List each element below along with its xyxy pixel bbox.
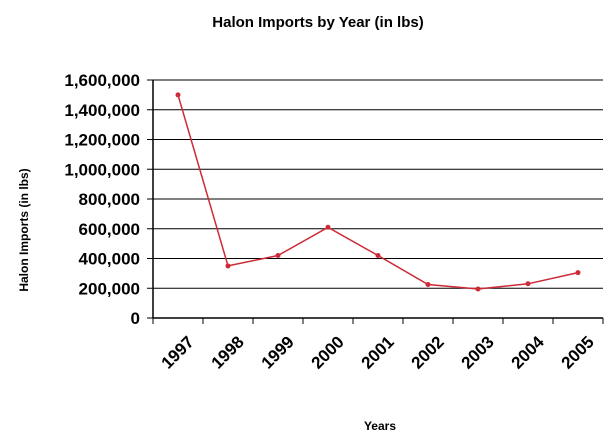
- y-tick-label: 800,000: [79, 190, 140, 209]
- data-point: [525, 281, 531, 287]
- y-tick-label: 600,000: [79, 220, 140, 239]
- series-line-path: [177, 94, 579, 290]
- series-line: [175, 92, 581, 292]
- x-tick-label: 1998: [208, 332, 248, 372]
- data-point: [475, 286, 481, 292]
- data-point: [375, 253, 381, 259]
- y-tick-label: 400,000: [79, 250, 140, 269]
- x-tick-label: 2004: [508, 332, 549, 373]
- data-point: [325, 224, 331, 230]
- chart-title: Halon Imports by Year (in lbs): [212, 14, 423, 31]
- axes: [152, 80, 604, 324]
- y-tick-label: 200,000: [79, 279, 140, 298]
- x-tick-label: 2001: [358, 332, 398, 372]
- y-tick-label: 1,000,000: [64, 160, 140, 179]
- x-tick-label: 1999: [258, 332, 298, 372]
- y-tick-label: 0: [131, 309, 140, 328]
- data-point: [575, 270, 581, 276]
- x-tick-label: 1997: [158, 332, 198, 372]
- y-tick-labels: 0 200,000 400,000 600,000 800,000 1,000,000 1,…: [64, 71, 140, 328]
- x-tick-label: 2002: [408, 332, 448, 372]
- x-tick-label: 2003: [458, 332, 498, 372]
- grid-lines: [147, 79, 603, 319]
- data-point: [425, 282, 431, 288]
- x-tick-label: 2000: [308, 332, 348, 372]
- data-point: [175, 92, 181, 98]
- y-tick-label: 1,400,000: [64, 101, 140, 120]
- y-axis-title: Halon Imports (in lbs): [17, 168, 31, 291]
- data-point: [275, 253, 281, 259]
- y-tick-label: 1,600,000: [64, 71, 140, 90]
- x-tick-labels: 1997 1998 1999 2000 2001 2002 2003 2004 2005: [158, 332, 598, 373]
- y-tick-label: 1,200,000: [64, 131, 140, 150]
- x-tick-label: 2005: [558, 332, 598, 372]
- data-point: [225, 263, 231, 269]
- x-axis-title: Years: [364, 419, 396, 433]
